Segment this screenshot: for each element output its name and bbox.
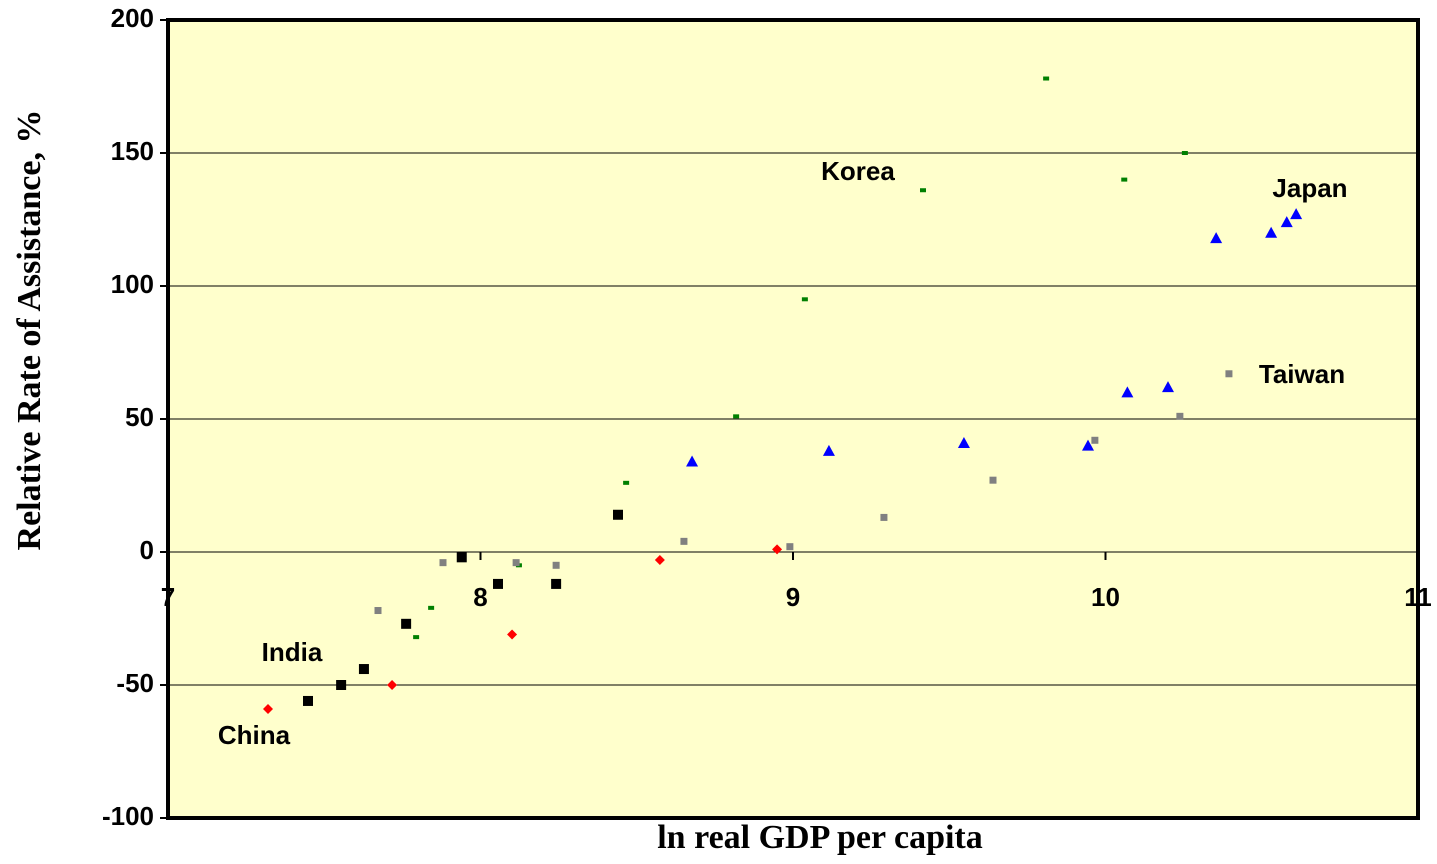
y-axis-label: Relative Rate of Assistance, % bbox=[11, 110, 48, 551]
x-tick-label: 9 bbox=[786, 582, 800, 612]
marker bbox=[456, 552, 467, 563]
y-tick-label: -50 bbox=[116, 668, 154, 698]
marker bbox=[1121, 177, 1128, 182]
marker bbox=[880, 513, 888, 521]
marker bbox=[512, 559, 520, 567]
marker bbox=[507, 629, 518, 640]
marker bbox=[1181, 151, 1188, 155]
marker bbox=[654, 554, 665, 565]
series-label: India bbox=[262, 637, 323, 667]
marker bbox=[1091, 436, 1099, 444]
series-label: Japan bbox=[1272, 173, 1347, 203]
y-tick-label: 0 bbox=[140, 535, 154, 565]
y-tick-label: 150 bbox=[111, 136, 154, 166]
marker bbox=[957, 436, 970, 448]
marker bbox=[551, 578, 562, 589]
marker bbox=[374, 607, 382, 615]
marker bbox=[263, 703, 273, 714]
plot-border bbox=[166, 18, 1420, 820]
marker bbox=[920, 188, 926, 193]
marker bbox=[989, 476, 997, 484]
marker bbox=[822, 444, 835, 456]
marker bbox=[439, 559, 447, 567]
marker bbox=[733, 414, 740, 419]
marker bbox=[772, 544, 783, 555]
marker bbox=[680, 537, 688, 545]
series-label: Taiwan bbox=[1259, 359, 1345, 389]
marker bbox=[786, 543, 794, 551]
marker bbox=[303, 695, 313, 706]
marker bbox=[623, 480, 630, 485]
marker bbox=[1265, 226, 1278, 238]
x-axis-label: ln real GDP per capita bbox=[657, 819, 983, 856]
y-tick-label: -100 bbox=[102, 801, 154, 831]
marker bbox=[1121, 386, 1134, 398]
marker bbox=[358, 664, 369, 675]
y-tick-label: 100 bbox=[111, 269, 154, 299]
marker bbox=[613, 509, 623, 520]
series-label: China bbox=[218, 720, 291, 750]
y-tick-label: 50 bbox=[125, 402, 154, 432]
marker bbox=[552, 561, 560, 569]
marker bbox=[1280, 216, 1293, 228]
marker bbox=[1082, 439, 1094, 451]
y-tick-label: 200 bbox=[111, 3, 154, 33]
marker bbox=[387, 680, 398, 690]
marker bbox=[1162, 381, 1174, 393]
marker bbox=[1176, 412, 1184, 420]
marker bbox=[686, 455, 699, 467]
marker bbox=[428, 605, 435, 610]
marker bbox=[1225, 370, 1233, 378]
marker bbox=[1210, 232, 1223, 244]
marker bbox=[401, 618, 412, 629]
marker bbox=[493, 578, 503, 589]
x-tick-label: 10 bbox=[1091, 582, 1120, 612]
series-label: Korea bbox=[821, 156, 895, 186]
x-tick-label: 8 bbox=[473, 582, 487, 612]
marker bbox=[413, 635, 420, 640]
marker bbox=[1043, 76, 1050, 81]
marker bbox=[1290, 208, 1303, 220]
marker bbox=[336, 680, 347, 690]
marker bbox=[801, 297, 808, 302]
